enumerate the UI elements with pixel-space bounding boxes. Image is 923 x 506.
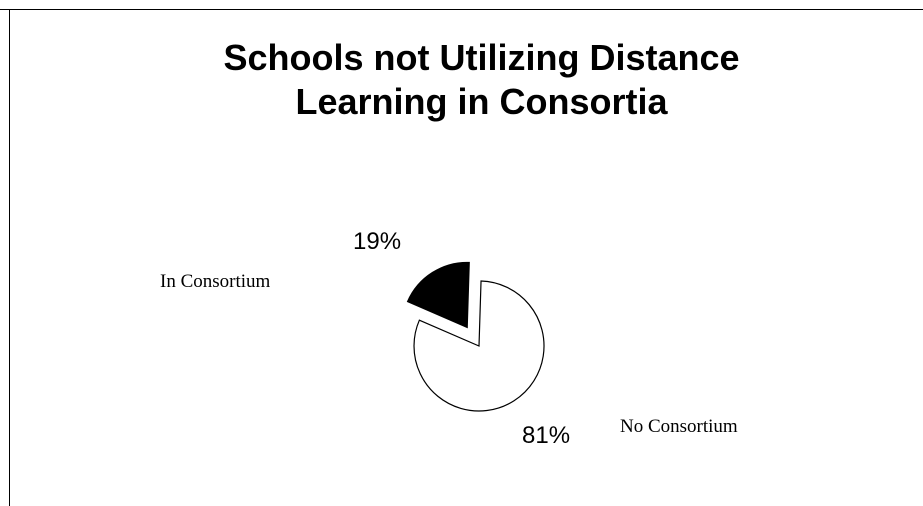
chart-title-line-1: Schools not Utilizing Distance (223, 37, 740, 78)
pie-slices (406, 261, 545, 412)
frame-left-border (9, 9, 10, 506)
slice-category-label-no-consortium: No Consortium (620, 416, 738, 437)
pie-slice-no-consortium (413, 280, 545, 412)
chart-title-line-2: Learning in Consortia (295, 81, 668, 122)
slice-percent-label-in-consortium: 19% (353, 228, 401, 255)
chart-title: Schools not Utilizing Distance Learning … (100, 36, 863, 124)
slice-category-label-in-consortium: In Consortium (160, 271, 271, 292)
pie-slice-in-consortium (406, 261, 470, 329)
slice-percent-label-no-consortium: 81% (522, 422, 570, 449)
frame-top-border (0, 9, 923, 10)
